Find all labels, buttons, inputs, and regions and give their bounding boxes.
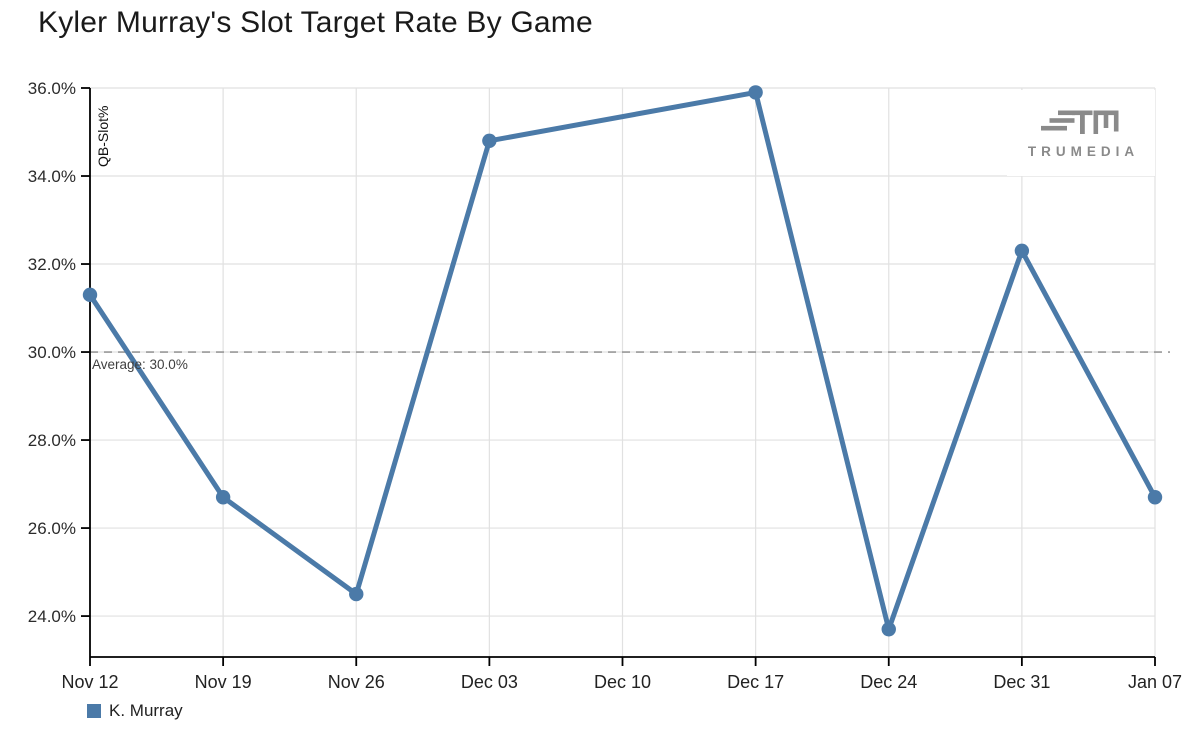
trumedia-logo: TRUMEDIA (1007, 90, 1155, 176)
y-tick-label: 28.0% (28, 431, 76, 450)
y-tick-label: 36.0% (28, 79, 76, 98)
series-line (87, 89, 1158, 632)
x-tick-label: Dec 31 (993, 672, 1050, 692)
chart-title: Kyler Murray's Slot Target Rate By Game (38, 6, 593, 39)
data-point[interactable] (1014, 243, 1030, 259)
x-tick-label: Dec 24 (860, 672, 917, 692)
trumedia-logo-icon (1041, 110, 1119, 134)
x-tick-label: Dec 10 (594, 672, 651, 692)
y-tick-label: 24.0% (28, 607, 76, 626)
x-tick-label: Nov 19 (195, 672, 252, 692)
x-tick-label: Nov 26 (328, 672, 385, 692)
data-point[interactable] (215, 490, 231, 505)
y-axis-label: QB-Slot% (95, 105, 111, 167)
y-tick-label: 26.0% (28, 519, 76, 538)
data-point[interactable] (881, 622, 896, 637)
y-tick-label: 30.0% (28, 343, 76, 362)
y-tick-label: 34.0% (28, 167, 76, 186)
data-point[interactable] (748, 85, 763, 100)
legend-label: K. Murray (109, 701, 183, 720)
data-point[interactable] (82, 287, 98, 303)
average-line-label: Average: 30.0% (92, 357, 188, 372)
x-tick-label: Dec 03 (461, 672, 518, 692)
data-point[interactable] (349, 586, 364, 602)
x-tick-label: Nov 12 (61, 672, 118, 692)
y-tick-label: 32.0% (28, 255, 76, 274)
data-point[interactable] (482, 133, 497, 149)
x-tick-label: Jan 07 (1128, 672, 1182, 692)
x-tick-label: Dec 17 (727, 672, 784, 692)
legend-swatch (87, 704, 101, 718)
trumedia-logo-text: TRUMEDIA (1027, 143, 1140, 159)
data-point[interactable] (1147, 490, 1163, 505)
legend-item-k-murray[interactable]: K. Murray (87, 701, 183, 721)
